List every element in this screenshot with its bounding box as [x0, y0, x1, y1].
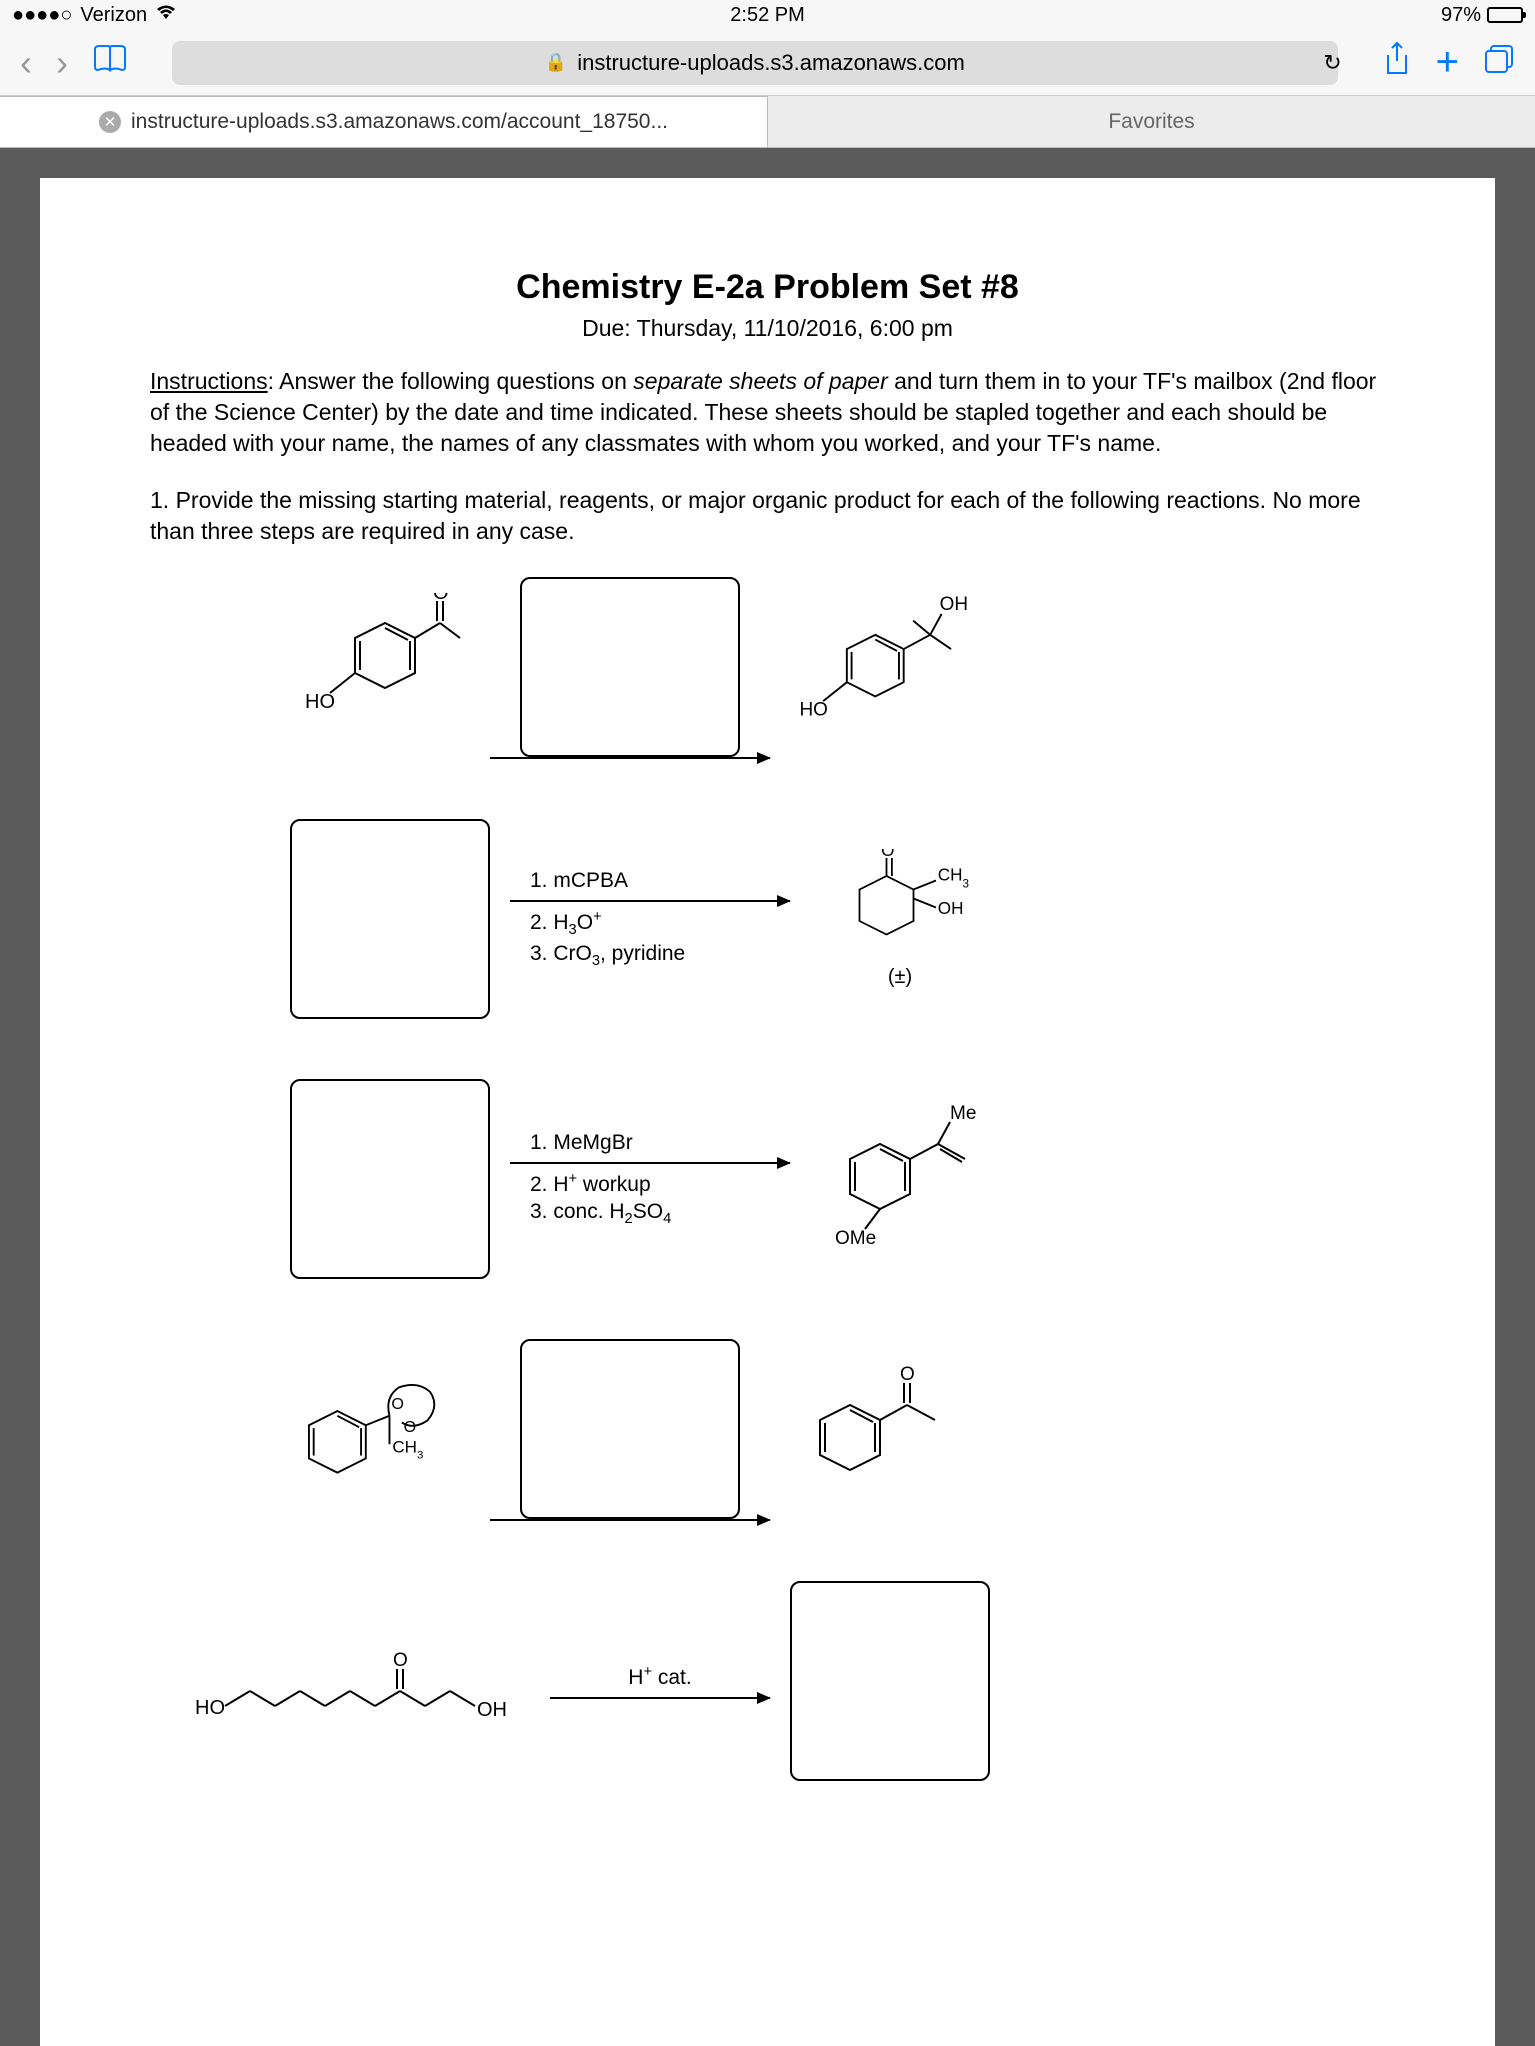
question-1: 1. Provide the missing starting material…	[150, 485, 1385, 547]
url-bar-wrap: 🔒 instructure-uploads.s3.amazonaws.com ↻	[152, 41, 1358, 85]
rxn2-r2: 2. H3O+	[530, 908, 685, 940]
tab-active[interactable]: ✕ instructure-uploads.s3.amazonaws.com/a…	[0, 96, 768, 147]
svg-text:O: O	[393, 1650, 408, 1671]
svg-text:O: O	[404, 1418, 417, 1436]
url-text: instructure-uploads.s3.amazonaws.com	[577, 50, 965, 76]
rxn3-r3: 3. conc. H2SO4	[530, 1198, 671, 1229]
svg-text:O: O	[391, 1395, 404, 1413]
svg-text:HO: HO	[305, 691, 335, 713]
rxn4-arrow	[490, 1339, 770, 1521]
bookmarks-icon[interactable]	[92, 44, 128, 82]
rxn4-sm: CH3 O O	[290, 1360, 470, 1500]
rxn3-r2: 2. H+ workup	[530, 1170, 671, 1198]
rxn2-r1: 1. mCPBA	[510, 867, 628, 894]
rxn3-arrow: 1. MeMgBr 2. H+ workup 3. conc. H2SO4	[510, 1129, 790, 1230]
rxn4-prod: O	[790, 1360, 970, 1500]
doc-title: Chemistry E-2a Problem Set #8	[150, 268, 1385, 307]
url-bar[interactable]: 🔒 instructure-uploads.s3.amazonaws.com ↻	[172, 41, 1338, 85]
reload-icon[interactable]: ↻	[1323, 50, 1341, 76]
rxn4-reagent-box	[520, 1339, 740, 1519]
svg-text:HO: HO	[799, 700, 827, 721]
instr-label: Instructions	[150, 368, 268, 394]
svg-text:HO: HO	[195, 1697, 225, 1719]
instr-t1: : Answer the following questions on	[268, 368, 634, 394]
rxn2-prod: O CH3 OH (±)	[810, 849, 990, 989]
rxn1-sm: HO O	[290, 598, 470, 738]
svg-text:O: O	[881, 849, 894, 860]
status-time: 2:52 PM	[516, 4, 1020, 27]
svg-text:OH: OH	[938, 899, 964, 918]
reaction-5: HO O OH	[150, 1581, 1385, 1781]
rxn3-r23: 2. H+ workup 3. conc. H2SO4	[510, 1170, 671, 1230]
rxn5-arrow: H+ cat.	[550, 1663, 770, 1699]
share-icon[interactable]	[1382, 41, 1412, 85]
page-viewport: Chemistry E-2a Problem Set #8 Due: Thurs…	[0, 148, 1535, 2046]
svg-text:CH3: CH3	[938, 866, 969, 891]
rxn1-reagent-box	[520, 577, 740, 757]
status-right: 97%	[1019, 4, 1523, 27]
status-bar: ●●●●○ Verizon 2:52 PM 97%	[0, 0, 1535, 30]
svg-text:O: O	[433, 593, 449, 604]
rxn2-r23: 2. H3O+ 3. CrO3, pyridine	[510, 908, 685, 972]
reaction-4: CH3 O O	[150, 1339, 1385, 1521]
new-tab-icon[interactable]: +	[1436, 40, 1459, 85]
tabs-icon[interactable]	[1483, 43, 1515, 83]
document-page: Chemistry E-2a Problem Set #8 Due: Thurs…	[20, 148, 1515, 2046]
rxn2-stereo: (±)	[888, 966, 912, 989]
lock-icon: 🔒	[545, 52, 567, 73]
rxn2-sm-box	[290, 819, 490, 1019]
doc-due: Due: Thursday, 11/10/2016, 6:00 pm	[150, 315, 1385, 342]
rxn5-prod-box	[790, 1581, 990, 1781]
svg-text:CH3: CH3	[392, 1438, 423, 1462]
svg-text:OH: OH	[477, 1699, 507, 1721]
signal-dots: ●●●●○	[12, 4, 72, 27]
svg-text:OH: OH	[940, 594, 968, 615]
tab-favorites[interactable]: Favorites	[768, 96, 1535, 147]
svg-text:Me: Me	[950, 1104, 976, 1124]
reaction-2: 1. mCPBA 2. H3O+ 3. CrO3, pyridine O C	[150, 819, 1385, 1019]
tabs-bar: ✕ instructure-uploads.s3.amazonaws.com/a…	[0, 96, 1535, 148]
svg-text:O: O	[900, 1365, 915, 1385]
rxn1-prod: HO OH	[790, 598, 970, 738]
tab-active-label: instructure-uploads.s3.amazonaws.com/acc…	[131, 110, 668, 134]
doc-instructions: Instructions: Answer the following quest…	[150, 366, 1385, 459]
reaction-3: 1. MeMgBr 2. H+ workup 3. conc. H2SO4	[150, 1079, 1385, 1279]
wifi-icon	[155, 4, 177, 27]
rxn3-sm-box	[290, 1079, 490, 1279]
status-left: ●●●●○ Verizon	[12, 4, 516, 27]
close-tab-icon[interactable]: ✕	[99, 111, 121, 133]
tab-favorites-label: Favorites	[1108, 110, 1194, 134]
instr-italic: separate sheets of paper	[633, 368, 887, 394]
battery-pct: 97%	[1441, 4, 1481, 27]
rxn3-r1: 1. MeMgBr	[510, 1129, 633, 1156]
battery-icon	[1487, 7, 1523, 23]
svg-text:OMe: OMe	[835, 1228, 876, 1249]
reaction-1: HO O	[150, 577, 1385, 759]
back-button[interactable]: ‹	[20, 42, 32, 84]
reactions: HO O	[150, 577, 1385, 1781]
forward-button[interactable]: ›	[56, 42, 68, 84]
rxn5-sm: HO O OH	[190, 1611, 530, 1751]
rxn1-arrow	[490, 577, 770, 759]
rxn2-r3: 3. CrO3, pyridine	[530, 940, 685, 971]
browser-nav: ‹ › 🔒 instructure-uploads.s3.amazonaws.c…	[0, 30, 1535, 96]
rxn3-prod: Me OMe	[810, 1109, 990, 1249]
carrier: Verizon	[80, 4, 147, 27]
rxn2-arrow: 1. mCPBA 2. H3O+ 3. CrO3, pyridine	[510, 867, 790, 972]
rxn5-r1: H+ cat.	[628, 1663, 691, 1691]
